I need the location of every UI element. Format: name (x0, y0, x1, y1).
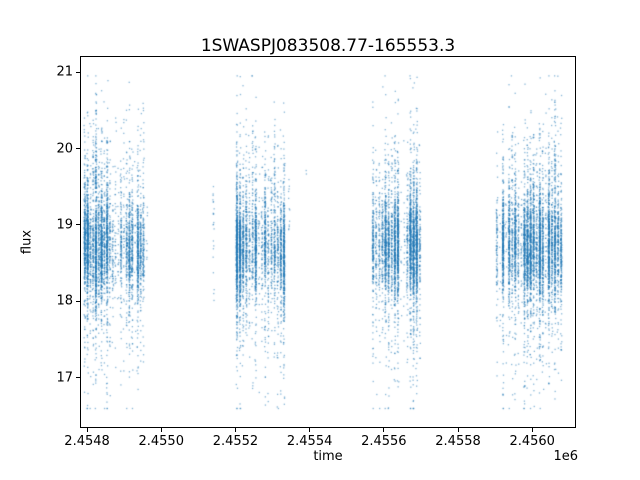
y-tick-label: 17 (56, 370, 73, 386)
x-tick-label: 2.4548 (64, 434, 110, 449)
x-tick-label: 2.4560 (509, 434, 555, 449)
x-tick-mark (234, 428, 236, 432)
x-tick-mark (160, 428, 162, 432)
y-tick-label: 19 (56, 217, 73, 233)
plot-frame (80, 56, 576, 428)
y-tick-mark (76, 377, 80, 379)
y-tick-mark (76, 71, 80, 73)
chart-title: 1SWASPJ083508.77-165553.3 (200, 36, 456, 56)
x-axis-label: time (313, 449, 343, 464)
x-tick-mark (383, 428, 385, 432)
y-tick-label: 20 (56, 141, 73, 157)
y-tick-mark (76, 300, 80, 302)
x-tick-mark (457, 428, 459, 432)
y-tick-label: 21 (56, 64, 73, 80)
y-axis-label: flux (19, 229, 35, 255)
x-tick-label: 2.4554 (286, 434, 333, 449)
x-axis-offset-label: 1e6 (553, 449, 578, 464)
x-tick-label: 2.4556 (361, 434, 407, 449)
y-tick-label: 18 (56, 293, 73, 309)
x-tick-label: 2.4552 (212, 434, 259, 449)
x-tick-mark (86, 428, 88, 432)
x-tick-mark (309, 428, 311, 432)
y-tick-mark (76, 224, 80, 226)
y-tick-mark (76, 148, 80, 150)
x-tick-label: 2.4558 (435, 434, 481, 449)
x-tick-label: 2.4550 (138, 434, 184, 449)
x-tick-mark (531, 428, 533, 432)
